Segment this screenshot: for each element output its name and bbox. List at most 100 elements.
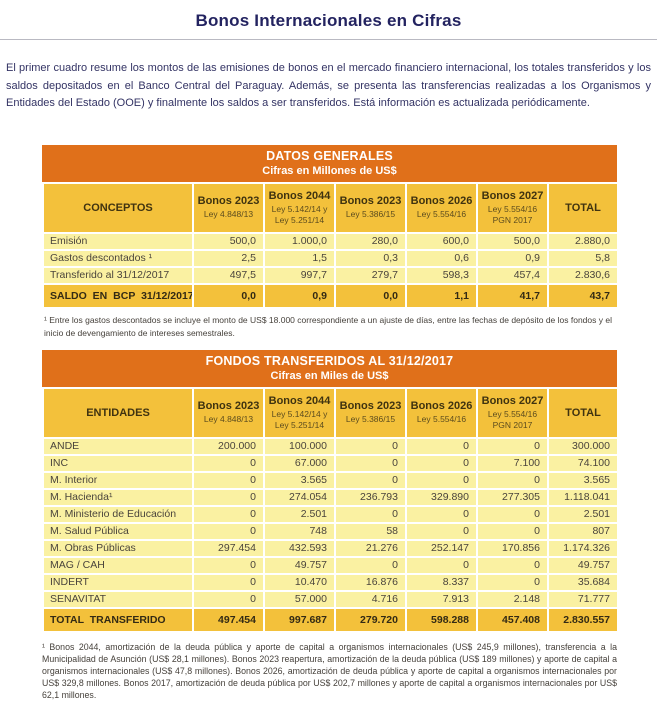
datos-generales-banner-title: DATOS GENERALES bbox=[266, 148, 393, 163]
value-cell: 457,4 bbox=[476, 265, 549, 285]
bond-name: Bonos 2044 bbox=[268, 395, 331, 408]
value-cell: 49.757 bbox=[547, 555, 619, 575]
value-cell: 500,0 bbox=[476, 231, 549, 251]
value-cell: 71.777 bbox=[547, 589, 619, 609]
value-cell: 497.454 bbox=[192, 606, 265, 633]
value-cell: 0 bbox=[405, 453, 478, 473]
value-cell: 21.276 bbox=[334, 538, 407, 558]
value-cell: 7.100 bbox=[476, 453, 549, 473]
value-cell: 329.890 bbox=[405, 487, 478, 507]
value-cell: 0 bbox=[192, 572, 265, 592]
value-cell: 1.000,0 bbox=[263, 231, 336, 251]
column-header-bond-2023b: Bonos 2023 Ley 5.386/15 bbox=[334, 386, 407, 439]
row-label: TOTAL TRANSFERIDO bbox=[42, 606, 194, 633]
value-cell: 0 bbox=[192, 504, 265, 524]
bond-law: Ley 5.554/16 PGN 2017 bbox=[487, 204, 538, 225]
value-cell: 297.454 bbox=[192, 538, 265, 558]
bond-name: Bonos 2026 bbox=[410, 195, 473, 208]
datos-generales-banner-subtitle: Cifras en Millones de US$ bbox=[262, 164, 397, 177]
row-label: M. Obras Públicas bbox=[42, 538, 194, 558]
value-cell: 0 bbox=[476, 521, 549, 541]
column-header-entidades: ENTIDADES bbox=[42, 386, 194, 439]
intro-paragraph: El primer cuadro resume los montos de la… bbox=[6, 62, 651, 110]
value-cell: 0 bbox=[334, 470, 407, 490]
value-cell: 252.147 bbox=[405, 538, 478, 558]
bond-law: Ley 5.142/14 y Ley 5.251/14 bbox=[271, 409, 328, 430]
value-cell: 0,0 bbox=[334, 282, 407, 309]
value-cell: 2.501 bbox=[547, 504, 619, 524]
row-label: Emisión bbox=[42, 231, 194, 251]
fondos-transferidos-footnote: ¹ Bonos 2044, amortización de la deuda p… bbox=[42, 641, 617, 700]
value-cell: 1.118.041 bbox=[547, 487, 619, 507]
row-label: INDERT bbox=[42, 572, 194, 592]
value-cell: 74.100 bbox=[547, 453, 619, 473]
table-row-m-salud: M. Salud Pública 0 748 58 0 0 807 bbox=[42, 521, 619, 541]
bond-law: Ley 5.554/16 bbox=[416, 209, 467, 220]
fondos-transferidos-banner-title: FONDOS TRANSFERIDOS AL 31/12/2017 bbox=[205, 353, 454, 368]
value-cell: 236.793 bbox=[334, 487, 407, 507]
value-cell: 0 bbox=[476, 555, 549, 575]
value-cell: 0 bbox=[405, 504, 478, 524]
value-cell: 0,6 bbox=[405, 248, 478, 268]
row-label: ANDE bbox=[42, 436, 194, 456]
value-cell: 1,1 bbox=[405, 282, 478, 309]
value-cell: 170.856 bbox=[476, 538, 549, 558]
column-header-total: TOTAL bbox=[547, 181, 619, 234]
table-row-transferido: Transferido al 31/12/2017 497,5 997,7 27… bbox=[42, 265, 619, 285]
value-cell: 10.470 bbox=[263, 572, 336, 592]
value-cell: 3.565 bbox=[263, 470, 336, 490]
column-header-bond-2023b: Bonos 2023 Ley 5.386/15 bbox=[334, 181, 407, 234]
bond-name: Bonos 2023 bbox=[197, 400, 260, 413]
column-header-bond-2026: Bonos 2026 Ley 5.554/16 bbox=[405, 386, 478, 439]
datos-generales-banner: DATOS GENERALES Cifras en Millones de US… bbox=[42, 144, 617, 182]
value-cell: 0 bbox=[476, 572, 549, 592]
value-cell: 807 bbox=[547, 521, 619, 541]
table-row-emision: Emisión 500,0 1.000,0 280,0 600,0 500,0 … bbox=[42, 231, 619, 251]
value-cell: 2.880,0 bbox=[547, 231, 619, 251]
table-row-indert: INDERT 0 10.470 16.876 8.337 0 35.684 bbox=[42, 572, 619, 592]
table-row-m-educacion: M. Ministerio de Educación 0 2.501 0 0 0… bbox=[42, 504, 619, 524]
value-cell: 0 bbox=[405, 470, 478, 490]
value-cell: 0,9 bbox=[476, 248, 549, 268]
bond-law: Ley 5.142/14 y Ley 5.251/14 bbox=[271, 204, 328, 225]
row-label: INC bbox=[42, 453, 194, 473]
value-cell: 8.337 bbox=[405, 572, 478, 592]
table-header-row: ENTIDADES Bonos 2023 Ley 4.848/13 Bonos 2… bbox=[42, 386, 619, 439]
value-cell: 0 bbox=[192, 521, 265, 541]
value-cell: 0 bbox=[192, 555, 265, 575]
value-cell: 35.684 bbox=[547, 572, 619, 592]
bond-name: Bonos 2027 bbox=[481, 395, 544, 408]
table-row-mag-cah: MAG / CAH 0 49.757 0 0 0 49.757 bbox=[42, 555, 619, 575]
value-cell: 997.687 bbox=[263, 606, 336, 633]
bond-law: Ley 5.386/15 bbox=[345, 209, 396, 220]
value-cell: 5,8 bbox=[547, 248, 619, 268]
value-cell: 49.757 bbox=[263, 555, 336, 575]
value-cell: 200.000 bbox=[192, 436, 265, 456]
value-cell: 0 bbox=[405, 521, 478, 541]
value-cell: 1,5 bbox=[263, 248, 336, 268]
value-cell: 41,7 bbox=[476, 282, 549, 309]
row-label: M. Ministerio de Educación bbox=[42, 504, 194, 524]
table-header-row: CONCEPTOS Bonos 2023 Ley 4.848/13 Bonos 2… bbox=[42, 181, 619, 234]
bond-law: Ley 5.554/16 bbox=[416, 414, 467, 425]
value-cell: 457.408 bbox=[476, 606, 549, 633]
value-cell: 2.830,6 bbox=[547, 265, 619, 285]
row-label: MAG / CAH bbox=[42, 555, 194, 575]
page-title: Bonos Internacionales en Cifras bbox=[195, 11, 462, 30]
table-row-senavitat: SENAVITAT 0 57.000 4.716 7.913 2.148 71.… bbox=[42, 589, 619, 609]
bond-law: Ley 4.848/13 bbox=[203, 209, 254, 220]
value-cell: 279.720 bbox=[334, 606, 407, 633]
value-cell: 2.501 bbox=[263, 504, 336, 524]
value-cell: 0 bbox=[476, 470, 549, 490]
value-cell: 432.593 bbox=[263, 538, 336, 558]
value-cell: 0,9 bbox=[263, 282, 336, 309]
row-label: Gastos descontados ¹ bbox=[42, 248, 194, 268]
value-cell: 997,7 bbox=[263, 265, 336, 285]
value-cell: 274.054 bbox=[263, 487, 336, 507]
value-cell: 3.565 bbox=[547, 470, 619, 490]
fondos-transferidos-banner: FONDOS TRANSFERIDOS AL 31/12/2017 Cifras… bbox=[42, 349, 617, 387]
column-header-bond-2044: Bonos 2044 Ley 5.142/14 y Ley 5.251/14 bbox=[263, 386, 336, 439]
value-cell: 280,0 bbox=[334, 231, 407, 251]
value-cell: 1.174.326 bbox=[547, 538, 619, 558]
row-label: M. Hacienda¹ bbox=[42, 487, 194, 507]
